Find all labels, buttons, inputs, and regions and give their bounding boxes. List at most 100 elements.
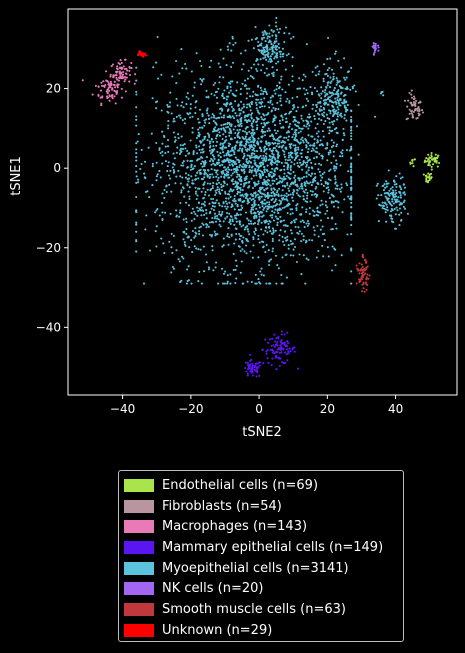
data-point (180, 147, 183, 150)
data-point (164, 152, 167, 155)
data-point (198, 230, 201, 233)
data-point (337, 80, 340, 83)
data-point (281, 184, 284, 187)
data-point (171, 251, 174, 254)
data-point (239, 199, 242, 202)
data-point (222, 220, 225, 223)
data-point (273, 179, 276, 182)
data-point (258, 206, 261, 209)
data-point (265, 169, 268, 172)
data-point (245, 87, 248, 90)
data-point (161, 211, 164, 214)
data-point (412, 100, 415, 104)
data-point (208, 173, 212, 176)
data-point (200, 178, 203, 181)
data-point (257, 204, 260, 207)
data-point (161, 192, 164, 195)
data-point (417, 106, 420, 109)
data-point (268, 201, 271, 204)
data-point (172, 120, 175, 123)
data-point (330, 80, 333, 83)
data-point (203, 270, 206, 273)
data-point (143, 172, 146, 175)
data-point (362, 281, 365, 284)
data-point (406, 212, 409, 215)
data-point (293, 238, 297, 241)
data-point (187, 204, 191, 207)
data-point (255, 98, 258, 101)
data-point (243, 116, 246, 119)
data-point (311, 209, 314, 212)
data-point (260, 195, 263, 198)
data-point (412, 165, 415, 168)
data-point (185, 232, 188, 235)
data-point (375, 184, 378, 187)
data-point (350, 135, 353, 138)
data-point (225, 126, 228, 129)
data-point (113, 80, 116, 83)
data-point (300, 152, 303, 155)
data-point (264, 221, 267, 224)
data-point (384, 208, 388, 211)
data-point (139, 167, 142, 171)
data-point (290, 232, 293, 235)
data-point (136, 140, 139, 143)
data-point (243, 228, 246, 231)
data-point (308, 212, 311, 215)
data-point (305, 43, 308, 46)
data-point (289, 240, 292, 243)
data-point (205, 156, 208, 159)
data-point (285, 192, 288, 195)
data-point (364, 281, 367, 284)
data-point (261, 63, 264, 67)
data-point (238, 128, 241, 131)
data-point (306, 156, 309, 159)
data-point (221, 210, 224, 214)
data-point (315, 105, 318, 109)
data-point (293, 221, 296, 224)
data-point (322, 135, 325, 138)
data-point (170, 112, 173, 115)
data-point (236, 168, 239, 172)
legend: Endothelial cells (n=69) Fibroblasts (n=5… (118, 470, 404, 642)
data-point (265, 157, 268, 160)
data-point (270, 29, 273, 32)
data-point (208, 135, 211, 139)
data-point (263, 206, 266, 210)
data-point (206, 107, 209, 110)
legend-label: Mammary epithelial cells (n=149) (162, 539, 384, 555)
data-point (205, 261, 208, 264)
data-point (305, 211, 308, 214)
legend-item: Myoepithelial cells (n=3141) (124, 558, 403, 579)
data-point (350, 270, 353, 273)
legend-swatch (124, 623, 154, 637)
data-point (226, 282, 229, 285)
data-point (204, 121, 207, 124)
data-point (334, 175, 337, 179)
data-point (216, 186, 219, 189)
data-point (334, 264, 337, 267)
data-point (189, 139, 192, 142)
data-point (201, 126, 204, 129)
data-point (164, 160, 167, 163)
data-point (337, 206, 340, 209)
data-point (217, 218, 220, 221)
data-point (257, 361, 261, 364)
series-3 (244, 330, 300, 378)
data-point (253, 204, 256, 207)
data-point (277, 42, 280, 45)
data-point (169, 212, 172, 215)
data-point (250, 198, 253, 202)
data-point (283, 136, 286, 139)
data-point (373, 51, 376, 54)
data-point (325, 86, 328, 89)
data-point (180, 189, 183, 192)
data-point (268, 203, 271, 206)
data-point (279, 50, 282, 53)
data-point (104, 83, 107, 87)
data-point (168, 177, 172, 180)
data-point (395, 191, 398, 195)
data-point (201, 80, 204, 83)
data-point (314, 109, 317, 112)
data-point (219, 156, 222, 159)
